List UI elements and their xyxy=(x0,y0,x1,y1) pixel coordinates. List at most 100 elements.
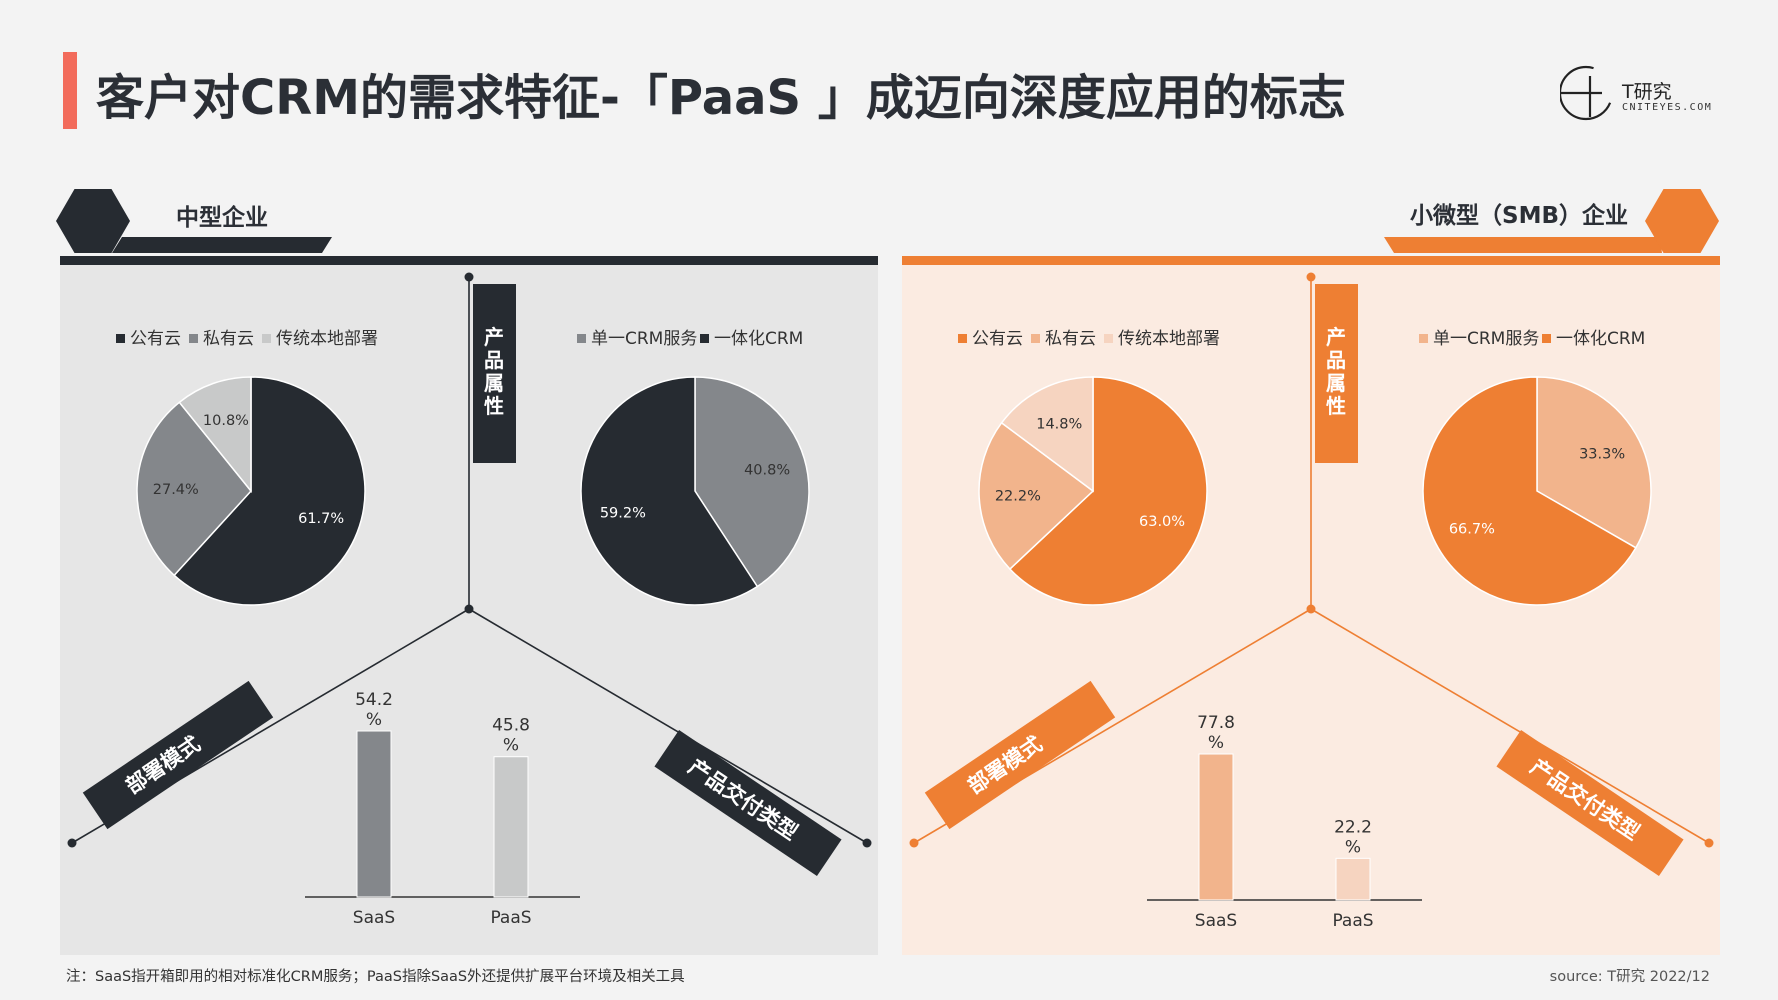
legend-swatch xyxy=(958,334,967,343)
axis-node xyxy=(1306,604,1316,614)
panel-header-strip xyxy=(112,237,332,253)
source-note: source: T研究 2022/12 xyxy=(1549,969,1710,985)
panel-top-rule xyxy=(902,256,1720,265)
bar-chart-delivery: 54.2% SaaS 45.8% PaaS xyxy=(305,690,580,928)
pie-slice-label: 14.8% xyxy=(1036,417,1082,433)
axis-node xyxy=(1306,272,1316,282)
axis-tag-right-box xyxy=(1496,729,1684,877)
pie-slice xyxy=(1008,376,1208,606)
pie-chart-product-type: 单一CRM服务 一体化CRM 40.8% 59.2% xyxy=(577,329,810,606)
pie-slice-label: 40.8% xyxy=(744,463,790,479)
pie-chart-product-type: 单一CRM服务 一体化CRM 33.3% 66.7% xyxy=(1419,329,1652,606)
pie-slice-label: 33.3% xyxy=(1579,446,1625,462)
bar-value-label: % xyxy=(1345,837,1361,857)
bar-value-label: % xyxy=(1208,733,1224,753)
legend-label: 一体化CRM xyxy=(714,329,803,349)
bar-value-label: 54.2 xyxy=(355,690,393,710)
legend-swatch xyxy=(577,334,586,343)
axis-line-right xyxy=(468,608,868,844)
pie-slice-label: 66.7% xyxy=(1449,522,1495,538)
panel-title: 中型企业 xyxy=(176,204,268,231)
pie-slice xyxy=(136,401,252,577)
axis-tag-top-label: 性 xyxy=(484,394,504,418)
pie-slice-label: 27.4% xyxy=(153,482,199,498)
axis-node xyxy=(1704,838,1714,848)
axis-node xyxy=(464,604,474,614)
legend-label: 单一CRM服务 xyxy=(591,329,697,349)
axis-tag-top xyxy=(473,284,516,463)
bar xyxy=(1198,753,1234,901)
legend-label: 私有云 xyxy=(1045,329,1096,349)
brand-logo: T研究 CNITEYES.COM xyxy=(1558,62,1735,124)
bar-category-label: PaaS xyxy=(1332,911,1373,931)
axis-tag-top-label: 性 xyxy=(1326,394,1346,418)
hexagon-icon xyxy=(56,189,130,253)
pie-slice xyxy=(1000,376,1094,493)
panel-header-strip xyxy=(1384,237,1662,253)
logo-name: T研究 xyxy=(1622,81,1672,103)
axis-node xyxy=(67,838,77,848)
legend-swatch xyxy=(116,334,125,343)
pie-chart-deployment: 公有云 私有云 传统本地部署 63.0% 22.2% 14.8% xyxy=(958,329,1220,606)
axis-tag-top-label: 品 xyxy=(484,348,504,372)
legend-swatch xyxy=(262,334,271,343)
page-title: 客户对CRM的需求特征-「PaaS 」成迈向深度应用的标志 xyxy=(96,70,1346,126)
pie-slice-label: 10.8% xyxy=(203,413,249,429)
legend-label: 私有云 xyxy=(203,329,254,349)
bar xyxy=(1335,857,1371,901)
footnote: 注：SaaS指开箱即用的相对标准化CRM服务；PaaS指除SaaS外还提供扩展平… xyxy=(66,969,685,985)
axis-tag-top xyxy=(1315,284,1358,463)
bar-category-label: SaaS xyxy=(353,908,395,928)
legend-swatch xyxy=(1104,334,1113,343)
pie-slice xyxy=(580,376,759,606)
pie-slice-label: 63.0% xyxy=(1139,514,1185,530)
pie-slice xyxy=(1536,376,1652,549)
bar-value-label: % xyxy=(503,736,519,756)
pie-slice xyxy=(1422,376,1637,606)
axis-tag-top-label: 属 xyxy=(484,371,504,395)
title-accent-bar xyxy=(63,52,77,129)
bar-category-label: PaaS xyxy=(490,908,531,928)
pie-slice xyxy=(173,376,366,606)
legend-swatch xyxy=(1542,334,1551,343)
axis-tag-top-label: 产 xyxy=(484,325,504,349)
legend-swatch xyxy=(189,334,198,343)
pie-slice xyxy=(978,421,1095,571)
pie-slice-label: 61.7% xyxy=(298,511,344,527)
hexagon-icon xyxy=(1645,189,1719,253)
axis-tag-top-label: 产 xyxy=(1326,325,1346,349)
panel-top-rule xyxy=(60,256,878,265)
axis-node xyxy=(464,272,474,282)
legend-swatch xyxy=(1419,334,1428,343)
axis-tag-top-label: 属 xyxy=(1326,371,1346,395)
legend-label: 公有云 xyxy=(972,329,1023,349)
bar-chart-delivery: 77.8% SaaS 22.2% PaaS xyxy=(1147,713,1422,931)
axis-tag-top-label: 品 xyxy=(1326,348,1346,372)
bar-value-label: 77.8 xyxy=(1197,713,1235,733)
legend-label: 单一CRM服务 xyxy=(1433,329,1539,349)
legend-label: 公有云 xyxy=(130,329,181,349)
pie-slice-label: 22.2% xyxy=(995,488,1041,504)
legend-label: 一体化CRM xyxy=(1556,329,1645,349)
bar xyxy=(356,730,392,898)
bar-value-label: 45.8 xyxy=(492,716,530,736)
bar-value-label: 22.2 xyxy=(1334,817,1372,837)
logo-subtitle: CNITEYES.COM xyxy=(1622,102,1713,113)
pie-slice-label: 59.2% xyxy=(600,505,646,521)
axis-tag-right-box xyxy=(654,729,842,877)
pie-slice xyxy=(178,376,252,494)
axis-node xyxy=(909,838,919,848)
legend-label: 传统本地部署 xyxy=(276,329,378,349)
pie-chart-deployment: 公有云 私有云 传统本地部署 61.7% 27.4% 10.8% xyxy=(116,329,378,606)
axis-line-right xyxy=(1310,608,1710,844)
axis-tag-left-box xyxy=(82,680,274,830)
legend-swatch xyxy=(1031,334,1040,343)
bar-value-label: % xyxy=(366,710,382,730)
logo-mark-icon xyxy=(1558,65,1614,121)
axis-tag-left-box xyxy=(924,680,1116,830)
bar xyxy=(493,756,529,898)
